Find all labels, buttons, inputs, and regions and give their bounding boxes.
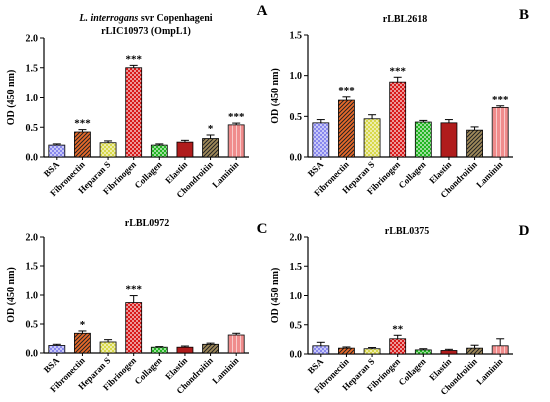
x-tick-label: Laminin xyxy=(210,159,240,189)
y-axis-label: OD (450 nm) xyxy=(6,267,17,323)
panel-letter: D xyxy=(519,223,530,239)
bar-laminin xyxy=(227,124,245,158)
bar-chondroitin xyxy=(466,347,483,355)
y-tick-label: 2.0 xyxy=(26,34,39,45)
y-axis-label: OD (450 nm) xyxy=(270,268,281,324)
bar-bsa xyxy=(312,345,330,355)
y-tick-label: 1.0 xyxy=(290,71,303,82)
bar-collagen xyxy=(414,121,432,158)
bar-heparan-s xyxy=(363,348,381,355)
bar-collagen xyxy=(150,346,168,354)
y-tick-label: 0.5 xyxy=(290,320,303,331)
bar-laminin xyxy=(491,106,509,158)
bar-heparan-s xyxy=(99,341,117,354)
bar-collagen xyxy=(150,144,168,158)
chart-title: rLBL0972 xyxy=(125,218,169,229)
bar-chondroitin xyxy=(466,129,483,158)
x-tick-label: Collagen xyxy=(133,159,164,190)
bar-laminin xyxy=(227,334,245,354)
significance-label: * xyxy=(208,123,214,135)
y-tick-label: 1.5 xyxy=(290,262,303,273)
bar-fibronectin xyxy=(338,99,355,158)
significance-label: * xyxy=(80,319,86,331)
significance-label: *** xyxy=(389,65,406,77)
chart-title: rLBL2618 xyxy=(383,14,427,25)
panel-letter: C xyxy=(257,221,268,237)
y-tick-label: 2.0 xyxy=(26,233,39,244)
y-tick-label: 1.5 xyxy=(26,63,39,74)
bar-bsa xyxy=(48,345,66,354)
bar-fibrinogen xyxy=(125,302,143,354)
x-tick-label: Collagen xyxy=(397,356,428,387)
x-tick-label: BSA xyxy=(42,159,62,179)
y-tick-label: 0.5 xyxy=(26,320,39,331)
x-tick-label: BSA xyxy=(42,355,62,375)
chart-title-line1: L. interrogans svr Copenhageni xyxy=(78,13,212,24)
bar-fibrinogen xyxy=(125,67,143,158)
x-tick-label: Laminin xyxy=(474,356,504,386)
y-tick-label: 1.0 xyxy=(290,291,303,302)
bar-heparan-s xyxy=(363,118,381,158)
bar-heparan-s xyxy=(99,142,117,158)
bar-elastin xyxy=(440,350,458,355)
significance-label: *** xyxy=(228,111,245,123)
y-tick-label: 0.0 xyxy=(26,153,39,164)
y-tick-label: 0.5 xyxy=(290,112,303,123)
significance-label: *** xyxy=(74,118,91,130)
bar-chondroitin xyxy=(202,343,219,354)
y-tick-label: 1.0 xyxy=(26,291,39,302)
x-tick-label: Collagen xyxy=(397,159,428,190)
chart-title: rLIC10973 (OmpL1) xyxy=(101,26,191,37)
bar-elastin xyxy=(176,346,194,354)
bar-elastin xyxy=(176,141,194,158)
x-tick-label: BSA xyxy=(306,159,326,179)
bar-laminin xyxy=(491,345,509,355)
significance-label: *** xyxy=(492,94,509,106)
significance-label: *** xyxy=(338,85,355,97)
y-axis-label: OD (450 nm) xyxy=(6,70,17,126)
y-tick-label: 0.0 xyxy=(290,153,303,164)
y-tick-label: 0.5 xyxy=(26,123,39,134)
panel-letter: A xyxy=(257,3,268,19)
x-tick-label: Laminin xyxy=(210,355,240,385)
bar-fibronectin xyxy=(74,131,91,158)
y-tick-label: 0.0 xyxy=(26,349,39,360)
bar-fibrinogen xyxy=(389,81,407,158)
bar-fibronectin xyxy=(338,347,355,355)
bar-fibronectin xyxy=(74,332,91,354)
y-tick-label: 1.5 xyxy=(26,262,39,273)
x-tick-label: BSA xyxy=(306,356,326,376)
y-tick-label: 2.0 xyxy=(290,233,303,244)
significance-label: *** xyxy=(125,284,142,296)
y-axis-label: OD (450 nm) xyxy=(270,68,281,124)
significance-label: *** xyxy=(125,53,142,65)
chart-title: rLBL0375 xyxy=(385,226,429,237)
bar-fibrinogen xyxy=(389,338,407,355)
panel-a: A L. interrogans svr Copenhageni rLIC10973… xyxy=(6,3,268,200)
bar-collagen xyxy=(414,349,432,355)
x-tick-label: Collagen xyxy=(133,355,164,386)
y-tick-label: 0.0 xyxy=(290,350,303,361)
significance-label: ** xyxy=(392,323,404,335)
x-tick-label: Laminin xyxy=(474,159,504,189)
bar-bsa xyxy=(312,122,330,158)
y-tick-label: 1.5 xyxy=(290,31,303,42)
bar-elastin xyxy=(440,122,458,158)
y-tick-label: 1.0 xyxy=(26,93,39,104)
bar-chondroitin xyxy=(202,138,219,158)
bar-bsa xyxy=(48,144,66,158)
panel-letter: B xyxy=(519,7,529,23)
